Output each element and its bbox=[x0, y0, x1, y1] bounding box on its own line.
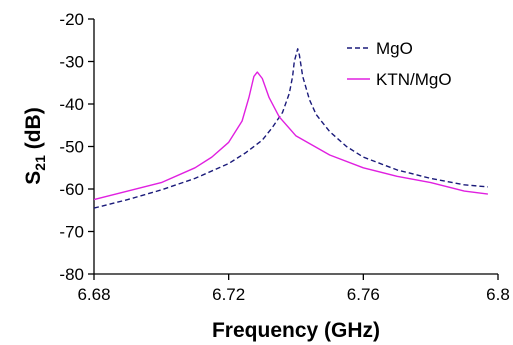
x-tick-label: 6.76 bbox=[347, 285, 380, 304]
y-tick-label: -60 bbox=[59, 180, 84, 199]
plot-area bbox=[94, 19, 498, 274]
y-tick-label: -30 bbox=[59, 53, 84, 72]
y-tick-label: -40 bbox=[59, 95, 84, 114]
y-tick-label: -70 bbox=[59, 223, 84, 242]
y-axis-title-subscript: 21 bbox=[32, 155, 48, 171]
y-axis-title-unit: (dB) bbox=[22, 107, 45, 155]
y-tick-label: -50 bbox=[59, 138, 84, 157]
legend: MgO KTN/MgO bbox=[347, 39, 452, 89]
y-axis-title-main: S bbox=[22, 171, 45, 185]
x-ticks: 6.68 6.72 6.76 6.8 bbox=[77, 274, 510, 304]
series-layer bbox=[93, 48, 488, 209]
y-tick-label: -20 bbox=[59, 10, 84, 29]
x-axis-title: Frequency (GHz) bbox=[212, 319, 380, 342]
x-tick-label: 6.8 bbox=[486, 285, 510, 304]
x-tick-label: 6.72 bbox=[212, 285, 245, 304]
series-line-ktn-mgo bbox=[93, 71, 488, 201]
series-line-mgo bbox=[93, 48, 488, 209]
y-ticks: -20 -30 -40 -50 -60 -70 -80 bbox=[59, 10, 94, 284]
y-tick-label: -80 bbox=[59, 265, 84, 284]
legend-label-ktn-mgo: KTN/MgO bbox=[376, 70, 452, 89]
x-tick-label: 6.68 bbox=[77, 285, 110, 304]
legend-label-mgo: MgO bbox=[376, 39, 413, 58]
y-axis-title: S21 (dB) bbox=[22, 107, 48, 184]
